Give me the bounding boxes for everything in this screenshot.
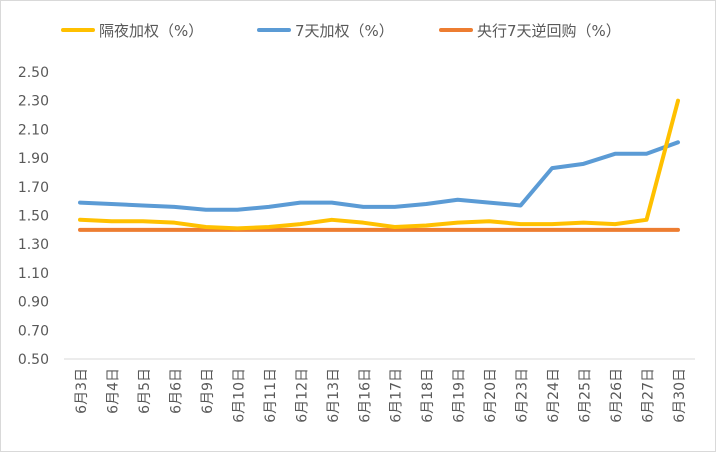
x-tick-label: 6月3日: [74, 368, 90, 414]
x-tick-label: 6月26日: [609, 368, 625, 423]
x-tick-label: 6月30日: [672, 368, 688, 423]
y-tick-label: 2.10: [18, 122, 49, 138]
y-tick-label: 0.70: [18, 323, 49, 339]
legend: 隔夜加权（%） 7天加权（%） 央行7天逆回购（%）: [63, 22, 621, 40]
x-tick-label: 6月13日: [326, 368, 342, 423]
x-tick-label: 6月9日: [200, 368, 216, 414]
x-tick-label: 6月5日: [137, 368, 153, 414]
legend-label: 央行7天逆回购（%）: [477, 22, 621, 40]
x-tick-label: 6月12日: [294, 368, 310, 423]
x-tick-label: 6月4日: [105, 368, 121, 414]
y-tick-label: 1.50: [18, 209, 49, 225]
x-tick-label: 6月19日: [452, 368, 468, 423]
x-tick-label: 6月23日: [515, 368, 531, 423]
x-tick-label: 6月18日: [420, 368, 436, 423]
y-tick-label: 0.90: [18, 295, 49, 311]
x-tick-label: 6月17日: [389, 368, 405, 423]
y-tick-label: 0.50: [18, 352, 49, 368]
x-tick-label: 6月10日: [231, 368, 247, 423]
x-tick-label: 6月27日: [641, 368, 657, 423]
x-tick-label: 6月25日: [578, 368, 594, 423]
y-tick-label: 1.10: [18, 266, 49, 282]
x-tick-label: 6月11日: [263, 368, 279, 423]
x-axis: 6月3日 6月4日 6月5日 6月6日 6月9日 6月10日 6月11日 6月12日 6月13日…: [74, 368, 688, 423]
series-line-0: [80, 101, 678, 229]
y-tick-label: 1.70: [18, 180, 49, 196]
series-line-1: [80, 142, 678, 209]
series-lines: [80, 101, 678, 230]
y-tick-label: 2.30: [18, 94, 49, 110]
y-tick-label: 1.30: [18, 237, 49, 253]
legend-label: 隔夜加权（%）: [99, 22, 203, 40]
y-axis: 0.50 0.70 0.90 1.10 1.30 1.50 1.70 1.90 2.10 2.30…: [18, 65, 695, 368]
x-tick-label: 6月24日: [546, 368, 562, 423]
legend-label: 7天加权（%）: [295, 22, 394, 40]
x-tick-label: 6月20日: [483, 368, 499, 423]
x-tick-label: 6月16日: [357, 368, 373, 423]
x-tick-label: 6月6日: [168, 368, 184, 414]
y-tick-label: 2.50: [18, 65, 49, 81]
y-tick-label: 1.90: [18, 151, 49, 167]
